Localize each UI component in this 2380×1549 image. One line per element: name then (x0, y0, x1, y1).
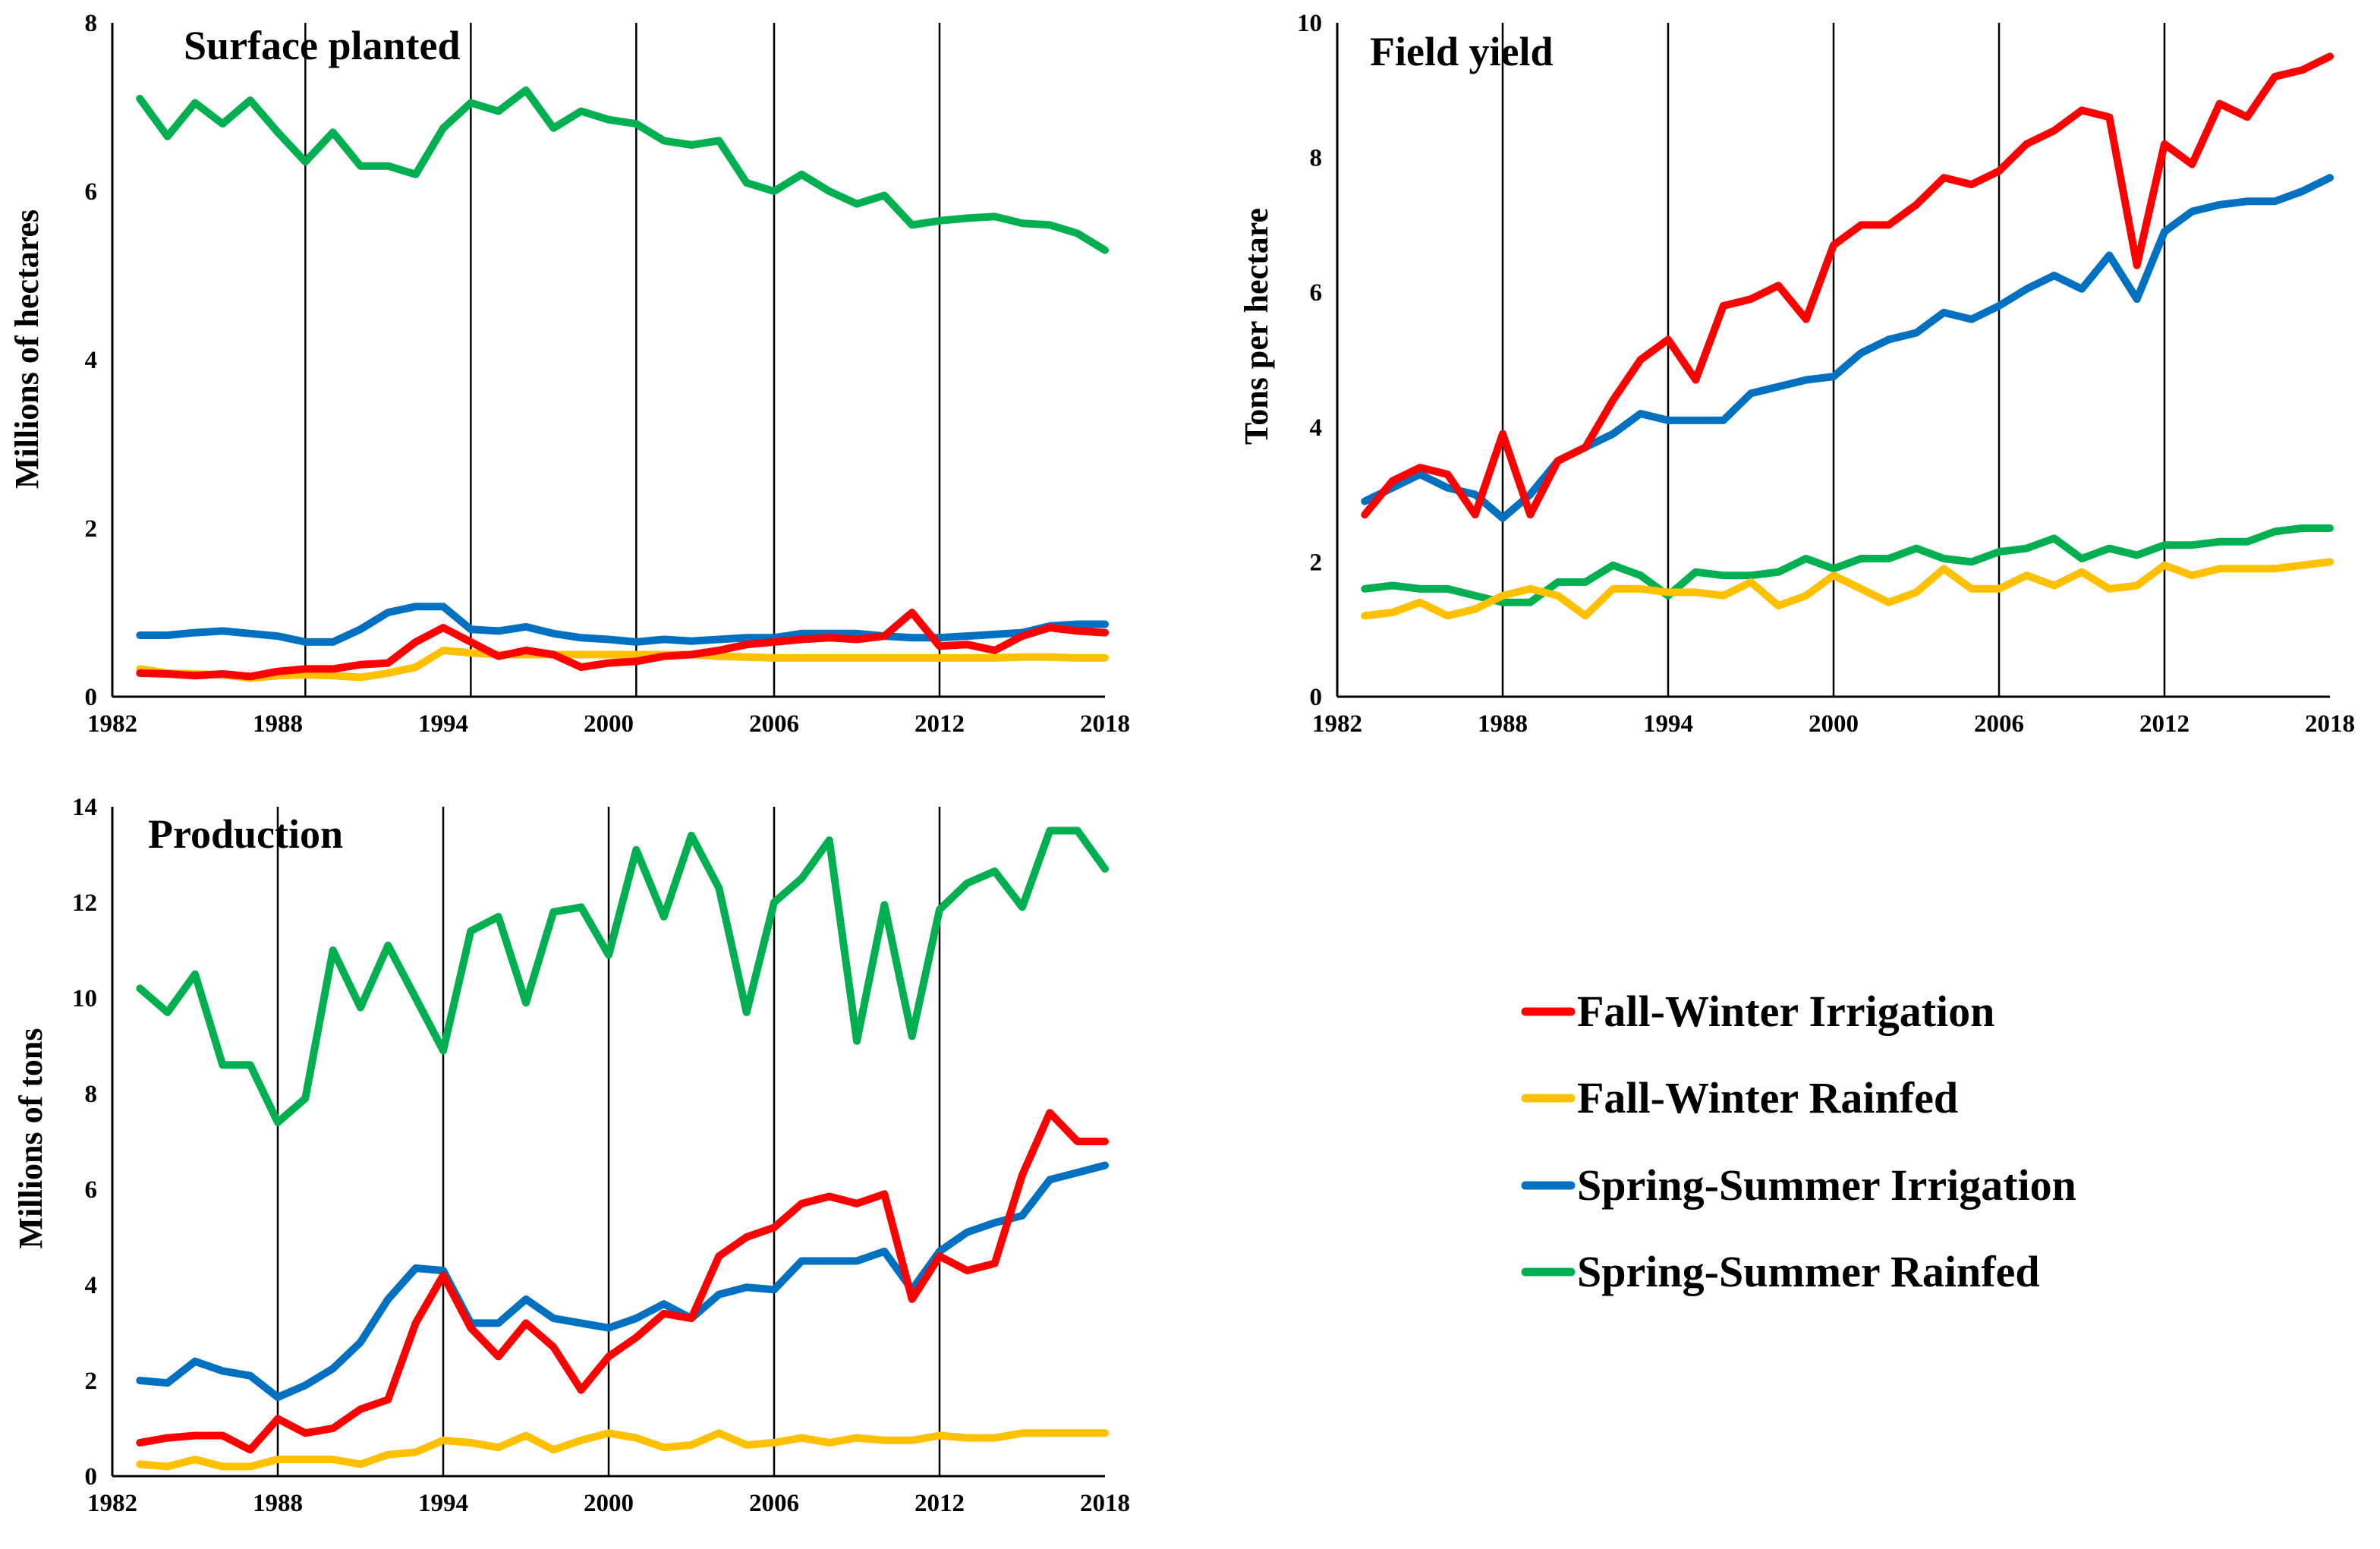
y-tick-label: 8 (85, 10, 98, 37)
y-tick-label: 14 (72, 794, 97, 821)
x-tick-label: 2018 (1080, 1490, 1130, 1517)
series-line-fall-winter-rainfed (136, 1429, 1109, 1471)
y-tick-label: 6 (85, 1176, 98, 1204)
y-tick-label: 2 (85, 515, 98, 543)
y-tick-label: 12 (72, 889, 97, 917)
x-tick-label: 2000 (584, 1490, 634, 1517)
y-tick-label: 8 (1310, 145, 1323, 172)
y-axis-title: Millions of hectares (8, 209, 46, 489)
y-tick-label: 6 (1310, 279, 1323, 307)
panel-title: Production (148, 811, 343, 857)
series-line-fall-winter-rainfed (1361, 558, 2334, 620)
x-tick-label: 2012 (915, 1490, 965, 1517)
y-tick-label: 10 (72, 985, 97, 1012)
x-tick-label: 1994 (418, 710, 468, 738)
y-tick-label: 0 (1310, 684, 1323, 711)
series-line-fall-winter-rainfed (136, 647, 1109, 682)
y-tick-label: 4 (85, 347, 98, 374)
x-tick-label: 1988 (253, 1490, 303, 1517)
y-tick-label: 2 (85, 1368, 98, 1395)
y-tick-label: 0 (85, 684, 98, 711)
x-tick-label: 2006 (1974, 710, 2024, 738)
y-axis-title: Tons per hectare (1238, 208, 1275, 445)
legend-label-spring-summer-rainfed: Spring-Summer Rainfed (1577, 1247, 2040, 1296)
x-tick-label: 1982 (1312, 710, 1362, 738)
panel-title: Field yield (1370, 29, 1554, 74)
x-tick-label: 2006 (749, 710, 799, 738)
y-tick-label: 8 (85, 1081, 98, 1108)
x-tick-label: 2000 (1809, 710, 1859, 738)
series-line-spring-summer-rainfed (1361, 524, 2334, 606)
x-tick-label: 2000 (584, 710, 634, 738)
series-line-fall-winter-irrigation (1361, 52, 2334, 519)
x-tick-label: 1982 (87, 710, 137, 738)
legend-label-spring-summer-irrigation: Spring-Summer Irrigation (1577, 1160, 2076, 1210)
panel-field-yield: Field yield Tons per hectare 0 2 4 6 8 10 1982… (1238, 10, 2355, 738)
series-line-spring-summer-irrigation (136, 603, 1109, 646)
x-tick-label: 2006 (749, 1490, 799, 1517)
y-tick-label: 4 (85, 1272, 98, 1299)
x-tick-label: 2018 (2305, 710, 2355, 738)
x-tick-label: 1994 (1643, 710, 1693, 738)
x-tick-label: 2012 (915, 710, 965, 738)
legend-label-fall-winter-rainfed: Fall-Winter Rainfed (1577, 1073, 1958, 1122)
y-tick-label: 4 (1310, 414, 1323, 442)
series-line-spring-summer-irrigation (1361, 174, 2334, 522)
x-tick-label: 1994 (418, 1490, 468, 1517)
series-line-fall-winter-irrigation (136, 1109, 1109, 1454)
legend-label-fall-winter-irrigation: Fall-Winter Irrigation (1577, 987, 1994, 1036)
x-tick-label: 1988 (1478, 710, 1528, 738)
series-line-spring-summer-rainfed (136, 826, 1109, 1126)
y-axis-title: Millions of tons (12, 1028, 49, 1249)
series-line-spring-summer-rainfed (136, 86, 1109, 254)
y-tick-label: 0 (85, 1463, 98, 1491)
y-tick-label: 6 (85, 178, 98, 206)
panel-production: Production Millions of tons 0 2 4 6 8 10 12 14 1… (12, 794, 1130, 1517)
y-tick-label: 10 (1297, 10, 1322, 37)
legend: Fall-Winter Irrigation Fall-Winter Rainf… (1521, 987, 2076, 1296)
x-tick-label: 2012 (2139, 710, 2190, 738)
panel-title: Surface planted (184, 23, 461, 68)
series-line-fall-winter-irrigation (136, 609, 1109, 681)
x-tick-label: 1982 (87, 1490, 137, 1517)
y-tick-label: 2 (1310, 549, 1323, 576)
series-line-spring-summer-irrigation (136, 1161, 1109, 1401)
x-tick-label: 1988 (253, 710, 303, 738)
x-tick-label: 2018 (1080, 710, 1130, 738)
panel-surface-planted: Surface planted Millions of hectares 0 2 4… (8, 10, 1130, 738)
